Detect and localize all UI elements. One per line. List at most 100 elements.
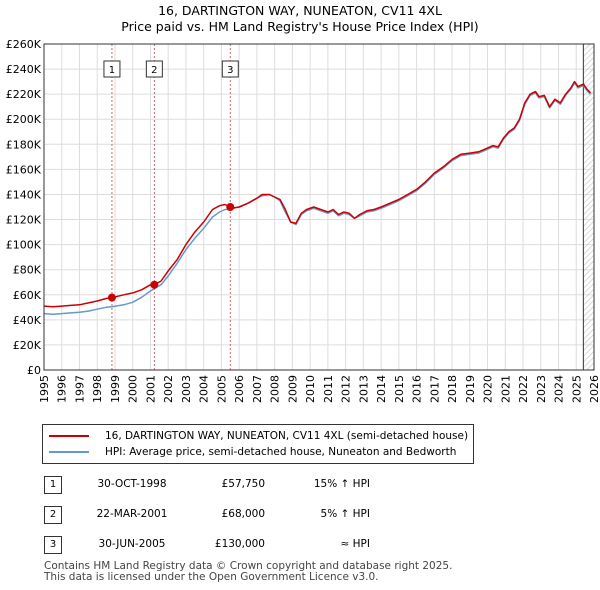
x-tick-label: 2002: [162, 375, 175, 403]
sale-marker-label: 1: [109, 65, 115, 76]
y-tick-label: £180K: [6, 138, 42, 151]
sale-point: [107, 293, 116, 302]
x-tick: 2017: [428, 375, 441, 403]
legend-item-property: 16, DARTINGTON WAY, NUNEATON, CV11 4XL (…: [49, 428, 468, 444]
x-tick: 2003: [180, 375, 193, 403]
x-tick-label: 2014: [375, 375, 388, 403]
sale-number: 1: [44, 476, 62, 494]
x-tick: 2009: [286, 375, 299, 403]
y-tick-label: £160K: [6, 163, 42, 176]
x-tick: 2021: [499, 375, 512, 403]
x-tick-label: 2019: [464, 375, 477, 403]
x-tick-label: 2015: [393, 375, 406, 403]
x-tick: 2018: [446, 375, 459, 403]
x-tick-label: 1995: [38, 375, 51, 403]
x-tick-label: 2006: [233, 375, 246, 403]
x-tick: 1997: [73, 375, 86, 403]
x-tick-label: 2003: [180, 375, 193, 403]
x-tick-label: 2026: [588, 375, 600, 403]
x-tick: 2019: [464, 375, 477, 403]
x-tick-label: 2024: [553, 375, 566, 403]
x-tick: 2020: [482, 375, 495, 403]
x-tick-label: 1997: [73, 375, 86, 403]
x-tick: 2026: [588, 375, 600, 403]
x-tick-label: 2000: [127, 375, 140, 403]
plot-frame: [43, 43, 595, 371]
x-tick-label: 1998: [91, 375, 104, 403]
sale-hpi-relation: ≈ HPI: [340, 538, 370, 550]
legend-item-hpi: HPI: Average price, semi-detached house,…: [49, 444, 456, 460]
x-tick: 2010: [304, 375, 317, 403]
x-tick-label: 2008: [269, 375, 282, 403]
x-tick-label: 2020: [482, 375, 495, 403]
x-tick: 2001: [144, 375, 157, 403]
x-tick: 2025: [570, 375, 583, 403]
x-tick: 1998: [91, 375, 104, 403]
sale-date: 22-MAR-2001: [96, 508, 168, 520]
y-tick-label: £200K: [6, 113, 42, 126]
x-tick-label: 2013: [357, 375, 370, 403]
x-tick-label: 1996: [56, 375, 69, 403]
x-tick-label: 2025: [570, 375, 583, 403]
legend-label-hpi: HPI: Average price, semi-detached house,…: [105, 446, 457, 458]
x-tick: 2012: [340, 375, 353, 403]
x-tick-label: 2012: [340, 375, 353, 403]
x-tick-label: 1999: [109, 375, 122, 403]
y-tick-label: £240K: [6, 63, 42, 76]
sale-marker-label: 3: [227, 65, 233, 76]
footer-line: This data is licensed under the Open Gov…: [44, 571, 379, 583]
chart-legend: 16, DARTINGTON WAY, NUNEATON, CV11 4XL (…: [42, 424, 474, 464]
x-tick-label: 2017: [428, 375, 441, 403]
x-tick: 2011: [322, 375, 335, 403]
x-tick: 1996: [56, 375, 69, 403]
y-tick-label: £220K: [6, 88, 42, 101]
x-tick-label: 2010: [304, 375, 317, 403]
y-tick-label: £100K: [6, 239, 42, 252]
y-tick-label: £0: [27, 364, 41, 377]
sale-marker-box: [145, 60, 163, 78]
x-tick-label: 2004: [198, 375, 211, 403]
sale-marker-box: [221, 60, 239, 78]
x-tick-label: 2007: [251, 375, 264, 403]
x-tick-label: 2011: [322, 375, 335, 403]
sale-marker-label: 2: [151, 65, 157, 76]
y-tick-label: £80K: [13, 264, 42, 277]
x-tick-label: 2005: [215, 375, 228, 403]
x-tick: 2014: [375, 375, 388, 403]
sale-date: 30-OCT-1998: [97, 478, 167, 490]
x-tick-label: 2022: [517, 375, 530, 403]
x-tick: 2000: [127, 375, 140, 403]
sale-row: 3 30-JUN-2005 £130,000 ≈ HPI: [0, 536, 600, 556]
x-tick: 2016: [411, 375, 424, 403]
y-tick-label: £120K: [6, 214, 42, 227]
y-tick-label: £140K: [6, 188, 42, 201]
sale-hpi-relation: 15% ↑ HPI: [313, 478, 370, 490]
x-tick: 2022: [517, 375, 530, 403]
sale-row: 1 30-OCT-1998 £57,750 15% ↑ HPI: [0, 476, 600, 496]
x-tick: 2004: [198, 375, 211, 403]
sale-number: 3: [44, 536, 62, 554]
legend-line-hpi: [49, 451, 89, 453]
x-tick: 2024: [553, 375, 566, 403]
x-tick: 2013: [357, 375, 370, 403]
sale-date: 30-JUN-2005: [98, 538, 166, 550]
forecast-hatch: [583, 44, 594, 370]
x-tick-label: 2009: [286, 375, 299, 403]
footer-line: Contains HM Land Registry data © Crown c…: [44, 560, 453, 572]
sale-marker-box: [103, 60, 121, 78]
sale-number: 2: [44, 506, 62, 524]
sale-price: £57,750: [221, 478, 265, 490]
footer-attribution: Contains HM Land Registry data © Crown c…: [44, 561, 452, 583]
sale-price: £130,000: [214, 538, 265, 550]
x-tick-label: 2016: [411, 375, 424, 403]
price-chart: 16, DARTINGTON WAY, NUNEATON, CV11 4XL P…: [6, 3, 600, 403]
y-tick-label: £20K: [13, 339, 42, 352]
x-tick-label: 2021: [499, 375, 512, 403]
x-tick: 2023: [535, 375, 548, 403]
sale-row: 2 22-MAR-2001 £68,000 5% ↑ HPI: [0, 506, 600, 526]
y-tick-label: £40K: [13, 314, 42, 327]
sale-point: [226, 203, 235, 211]
chart-title: 16, DARTINGTON WAY, NUNEATON, CV11 4XL: [158, 3, 442, 18]
x-tick-label: 2023: [535, 375, 548, 403]
y-tick-label: £60K: [13, 289, 42, 302]
